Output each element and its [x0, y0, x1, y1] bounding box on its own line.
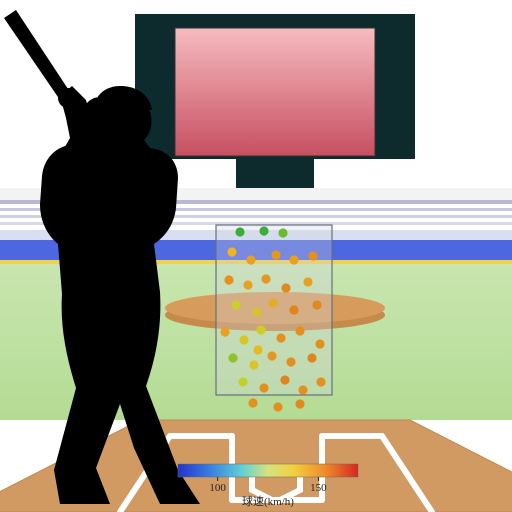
pitch-marker	[268, 298, 277, 307]
pitch-marker	[238, 377, 247, 386]
pitch-marker	[289, 305, 298, 314]
pitch-marker	[303, 277, 312, 286]
pitch-marker	[281, 283, 290, 292]
pitch-marker	[315, 339, 324, 348]
pitch-marker	[224, 275, 233, 284]
pitch-marker	[227, 247, 236, 256]
pitch-marker	[298, 385, 307, 394]
legend-axis-label: 球速(km/h)	[242, 494, 294, 508]
pitch-marker	[286, 357, 295, 366]
pitch-marker	[295, 399, 304, 408]
pitch-marker	[239, 335, 248, 344]
pitch-marker	[228, 353, 237, 362]
pitch-marker	[259, 383, 268, 392]
pitch-marker	[295, 326, 304, 335]
pitch-location-chart: 100 150 球速(km/h)	[0, 0, 512, 512]
pitch-marker	[312, 300, 321, 309]
pitch-marker	[231, 300, 240, 309]
pitch-marker	[278, 228, 287, 237]
legend-tick-label: 100	[209, 482, 226, 494]
pitch-marker	[243, 280, 252, 289]
pitch-marker	[276, 333, 285, 342]
pitch-marker	[249, 360, 258, 369]
pitch-marker	[308, 251, 317, 260]
pitch-marker	[235, 227, 244, 236]
pitch-marker	[256, 325, 265, 334]
pitch-marker	[248, 398, 257, 407]
pitch-marker	[271, 250, 280, 259]
pitch-marker	[316, 377, 325, 386]
pitch-marker	[280, 375, 289, 384]
pitch-marker	[261, 274, 270, 283]
pitch-marker	[259, 226, 268, 235]
pitch-marker	[267, 351, 276, 360]
pitch-marker	[252, 307, 261, 316]
pitch-marker	[246, 255, 255, 264]
pitch-marker	[307, 353, 316, 362]
legend-tick-label: 150	[310, 482, 327, 494]
pitch-marker	[220, 327, 229, 336]
pitch-marker	[253, 345, 262, 354]
pitch-marker	[273, 402, 282, 411]
pitch-marker	[289, 255, 298, 264]
